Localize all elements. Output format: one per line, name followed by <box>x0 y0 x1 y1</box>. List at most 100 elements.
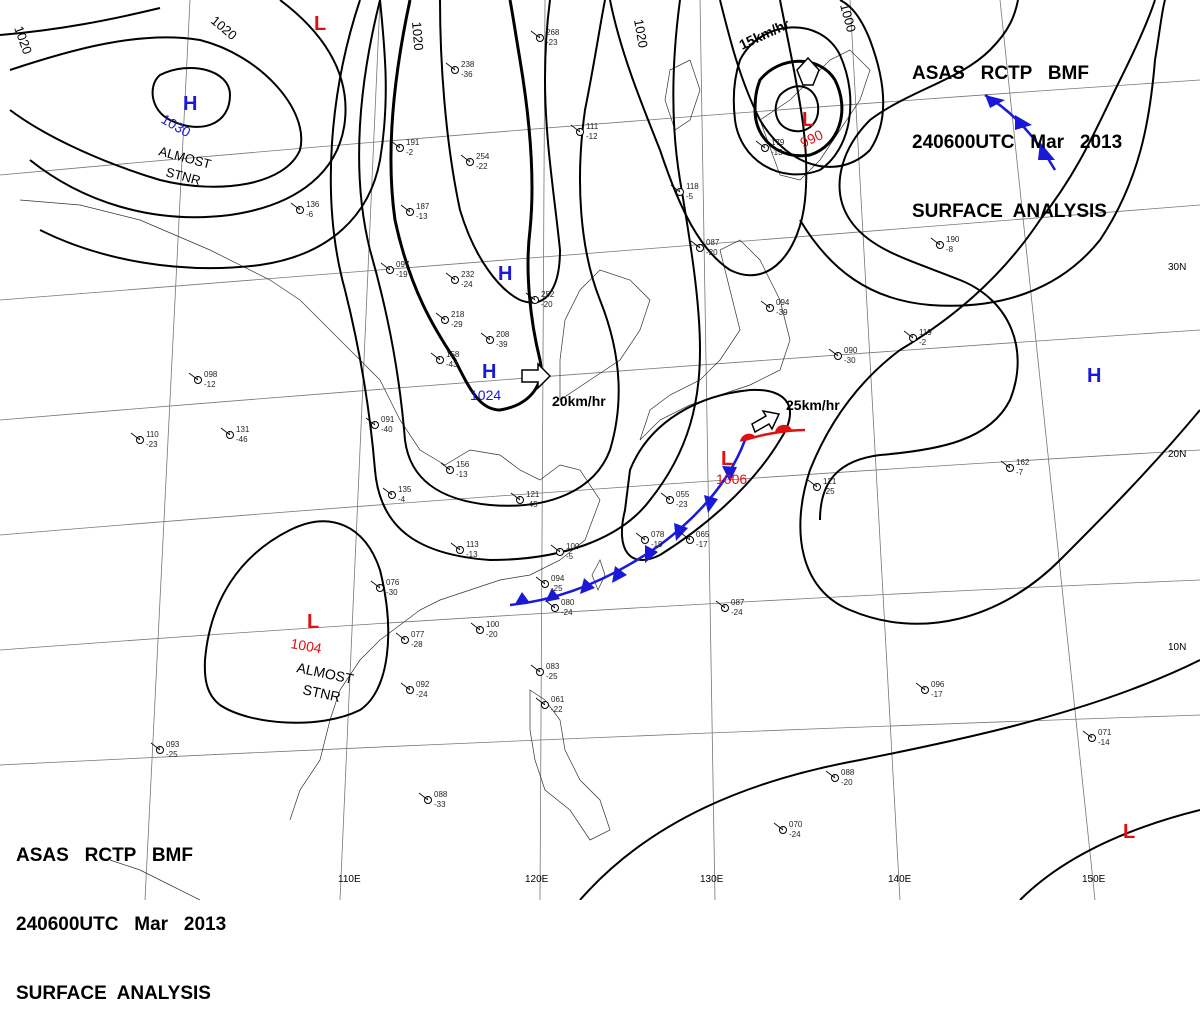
stationary-note: ALMOST <box>157 143 213 171</box>
station-tendency: -17 <box>931 690 943 699</box>
station-pressure: 092 <box>416 680 430 689</box>
chart-header-top-right: ASAS RCTP BMF 240600UTC Mar 2013 SURFACE… <box>912 16 1122 246</box>
station-tendency: -43 <box>446 360 458 369</box>
movement-speed: 15km/hr <box>737 15 793 52</box>
station-tendency: -30 <box>386 588 398 597</box>
station-tendency: -12 <box>586 132 598 141</box>
station-pressure: 070 <box>789 820 803 829</box>
header-line: SURFACE ANALYSIS <box>16 982 226 1005</box>
station-pressure: 252 <box>541 290 555 299</box>
station-tendency: -36 <box>461 70 473 79</box>
station-tendency: -13 <box>416 212 428 221</box>
station-pressure: 113 <box>466 540 479 549</box>
stationary-note: STNR <box>301 681 342 705</box>
isobar-label: 1020 <box>208 13 240 43</box>
station-pressure: 238 <box>461 60 475 69</box>
station-tendency: -22 <box>476 162 488 171</box>
longitude-label: 120E <box>525 874 549 885</box>
station-tendency: -13 <box>771 148 783 157</box>
station-pressure: 087 <box>706 238 720 247</box>
longitude-label: 140E <box>888 874 912 885</box>
station-tendency: -46 <box>236 435 248 444</box>
station-pressure: 094 <box>776 298 790 307</box>
station-tendency: -33 <box>434 800 446 809</box>
station-pressure: 136 <box>306 200 320 209</box>
header-line: 240600UTC Mar 2013 <box>16 913 226 936</box>
station-pressure: 065 <box>696 530 710 539</box>
station-tendency: -13 <box>466 550 478 559</box>
station-pressure: 080 <box>561 598 575 607</box>
station-pressure: 110 <box>146 430 159 439</box>
station-pressure: 208 <box>496 330 510 339</box>
latitude-label: 10N <box>1168 642 1186 653</box>
station-pressure: 097 <box>396 260 410 269</box>
latitude-labels: 30N 20N 10N <box>1168 262 1186 653</box>
station-tendency: -2 <box>919 338 927 347</box>
header-line: SURFACE ANALYSIS <box>912 200 1122 223</box>
station-pressure: 094 <box>551 574 565 583</box>
isobar-label: 1020 <box>11 24 35 56</box>
station-tendency: -30 <box>844 356 856 365</box>
station-pressure: 098 <box>204 370 218 379</box>
station-tendency: -5 <box>686 192 694 201</box>
station-pressure: 077 <box>411 630 425 639</box>
station-pressure: 088 <box>434 790 448 799</box>
station-pressure: 118 <box>686 182 699 191</box>
station-tendency: -24 <box>561 608 573 617</box>
station-tendency: -20 <box>486 630 498 639</box>
station-pressure: 091 <box>381 415 395 424</box>
header-line: ASAS RCTP BMF <box>16 844 226 867</box>
station-pressure: 156 <box>456 460 470 469</box>
station-tendency: -25 <box>551 584 563 593</box>
high-center: H <box>482 361 496 383</box>
pressure-value: 1030 <box>159 111 194 141</box>
station-tendency: -24 <box>731 608 743 617</box>
station-pressure: 093 <box>166 740 180 749</box>
station-tendency: -20 <box>841 778 853 787</box>
isobar-label: 1020 <box>631 18 651 49</box>
station-tendency: -20 <box>706 248 718 257</box>
station-pressure: 076 <box>386 578 400 587</box>
header-line: ASAS RCTP BMF <box>912 62 1122 85</box>
station-pressure: 268 <box>546 28 560 37</box>
longitude-label: 110E <box>338 874 361 885</box>
station-pressure: 179 <box>771 138 785 147</box>
station-pressure: 088 <box>841 768 855 777</box>
latitude-label: 30N <box>1168 262 1186 273</box>
station-tendency: -23 <box>676 500 688 509</box>
station-tendency: -39 <box>776 308 788 317</box>
station-tendency: -25 <box>546 672 558 681</box>
low-center: L <box>721 448 733 470</box>
station-pressure: 187 <box>416 202 430 211</box>
longitude-labels: 110E 120E 130E 140E 150E <box>338 874 1106 885</box>
station-tendency: -25 <box>823 487 835 496</box>
station-tendency: -20 <box>541 300 553 309</box>
pressure-value: 1004 <box>289 635 323 656</box>
station-tendency: -8 <box>946 245 954 254</box>
station-tendency: -19 <box>396 270 408 279</box>
pressure-value: 1006 <box>716 471 747 487</box>
station-tendency: -14 <box>1098 738 1110 747</box>
station-tendency: -24 <box>789 830 801 839</box>
station-tendency: -5 <box>566 552 574 561</box>
low-center: L <box>1123 821 1135 843</box>
station-pressure: 078 <box>651 530 665 539</box>
station-tendency: -19 <box>651 540 663 549</box>
station-pressure: 162 <box>1016 458 1030 467</box>
station-pressure: 096 <box>931 680 945 689</box>
station-pressure: 100 <box>486 620 500 629</box>
pressure-value: 1024 <box>470 387 501 403</box>
chart-header-bottom-left: ASAS RCTP BMF 240600UTC Mar 2013 SURFACE… <box>16 798 226 1028</box>
station-tendency: -45 <box>526 500 538 509</box>
station-tendency: -24 <box>416 690 428 699</box>
station-tendency: -23 <box>546 38 558 47</box>
station-pressure: 087 <box>731 598 745 607</box>
movement-speed: 25km/hr <box>786 397 840 413</box>
longitude-label: 150E <box>1082 874 1106 885</box>
station-tendency: -13 <box>456 470 468 479</box>
station-tendency: -7 <box>1016 468 1024 477</box>
low-center: L <box>314 13 326 35</box>
station-pressure: 121 <box>526 490 540 499</box>
station-tendency: -12 <box>204 380 216 389</box>
low-center: L <box>307 611 319 633</box>
